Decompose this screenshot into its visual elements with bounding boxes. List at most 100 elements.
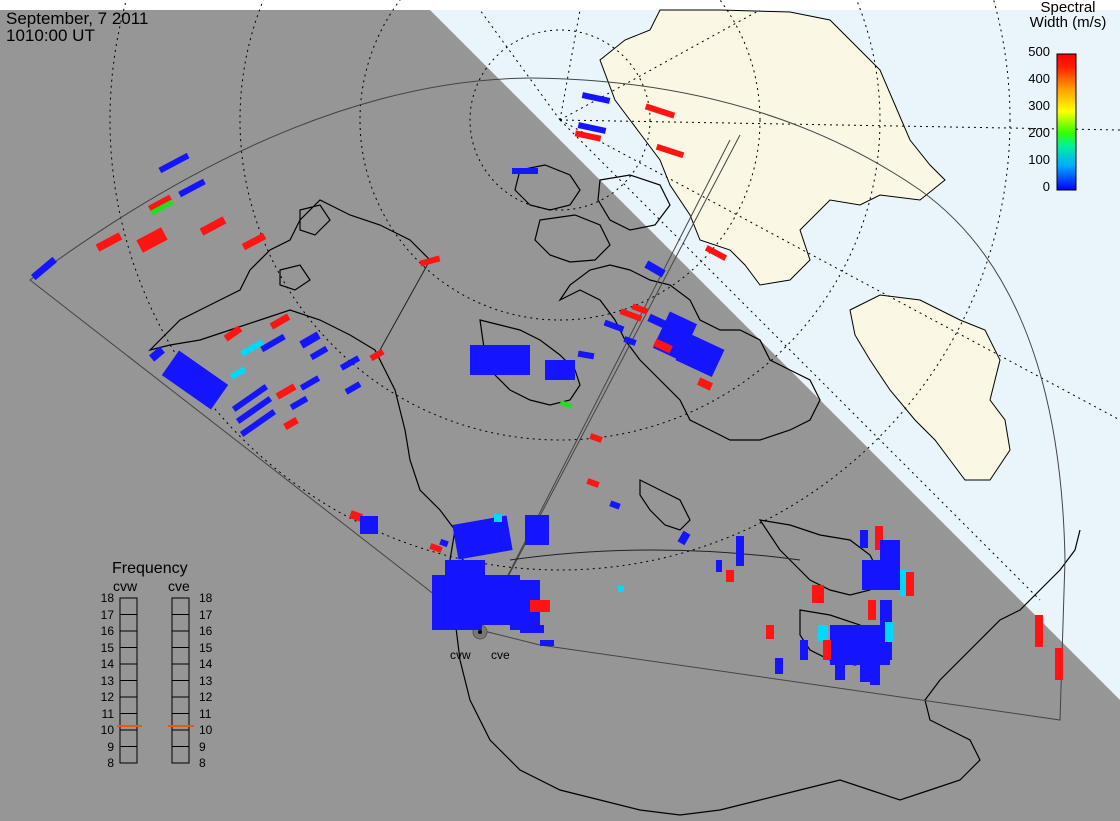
fov-west-beam (379, 259, 431, 351)
frequency-tick-cvw: 13 (100, 673, 114, 688)
frequency-scale-cve (171, 597, 190, 764)
frequency-tick-cve: 18 (199, 591, 213, 605)
frequency-radar-cvw: cvw (113, 578, 138, 594)
echo-cell (161, 350, 229, 410)
colorbar-title-2: Width (m/s) (1029, 14, 1107, 31)
echo-cell (1035, 615, 1043, 647)
echo-cell (199, 216, 227, 236)
frequency-radar-cve: cve (168, 578, 190, 594)
echo-cell (812, 585, 824, 603)
echo-cell (369, 348, 385, 362)
date-label: September, 7 2011 (6, 9, 149, 28)
echo-cell (885, 622, 893, 642)
echo-cell (158, 152, 190, 174)
echo-cell (860, 660, 870, 682)
echo-cell (704, 245, 728, 261)
coordinate-grid (109, 0, 1120, 601)
echo-cell (309, 345, 329, 361)
echo-cell (439, 538, 449, 548)
echo-cell (631, 303, 649, 315)
echo-cell (525, 515, 549, 545)
echo-cell (178, 178, 206, 198)
frequency-tick-cve: 11 (199, 706, 212, 721)
colorbar-tick: 0 (1042, 179, 1050, 194)
frequency-tick-cve: 16 (199, 624, 213, 638)
echo-cell (1055, 648, 1063, 680)
echo-cell (432, 575, 482, 630)
frequency-tick-cve: 12 (199, 690, 213, 704)
radar-fov-boundary (29, 77, 1066, 721)
echo-cell (609, 500, 621, 510)
frequency-bin (171, 746, 190, 764)
colorbar-tick: 500 (1028, 44, 1050, 59)
echo-cell (623, 336, 637, 346)
echo-cell (520, 625, 544, 633)
echo-cell (870, 665, 880, 685)
echo-cell (589, 433, 603, 443)
echo-cell (603, 319, 625, 333)
frequency-tick-cvw: 15 (100, 640, 114, 655)
echo-cell (644, 103, 676, 119)
echo-cell (452, 515, 513, 560)
echo-cell (360, 516, 378, 534)
echo-cell (655, 143, 685, 159)
echo-cell (644, 260, 666, 278)
frequency-tick-cve: 14 (199, 657, 213, 671)
frequency-tick-cvw: 9 (107, 739, 114, 754)
frequency-tick-cve: 10 (199, 723, 213, 737)
echo-cell (260, 333, 286, 353)
frequency-tick-cvw: 16 (100, 624, 114, 638)
echo-cell (223, 325, 243, 342)
frequency-scale-cvw (119, 597, 138, 764)
echo-cell (530, 600, 550, 612)
fov-divider-line-2 (479, 139, 731, 631)
echo-cell (95, 232, 123, 252)
echo-cell (766, 625, 774, 639)
echo-cell (470, 345, 530, 375)
frequency-tick-cve: 15 (199, 640, 213, 655)
echo-cell (235, 396, 273, 424)
frequency-tick-cvw: 12 (100, 690, 114, 704)
echo-cell (900, 570, 910, 596)
frequency-tick-cvw: 18 (100, 591, 114, 605)
echo-cell (868, 600, 876, 620)
echo-cell (150, 199, 174, 216)
frequency-tick-cve: 13 (199, 673, 213, 688)
frequency-title: Frequency (112, 560, 188, 577)
echo-cell (299, 331, 321, 349)
radar-site-center (478, 630, 482, 634)
echo-cell (149, 346, 165, 362)
echo-cell (677, 530, 691, 546)
colorbar-tick: 300 (1028, 98, 1050, 113)
frequency-tick-cvw: 14 (100, 657, 114, 671)
echo-cell (775, 658, 783, 674)
echo-cell (586, 478, 600, 488)
echo-cell (289, 395, 309, 411)
echo-cell (577, 350, 595, 360)
echo-cell (348, 510, 364, 522)
echo-cell (269, 313, 291, 330)
fov-east-arc (509, 549, 801, 561)
echo-cell (559, 400, 573, 409)
echo-cell (830, 625, 890, 665)
echo-cell (574, 130, 602, 142)
frequency-tick-cvw: 10 (100, 723, 114, 737)
fov-divider-line (479, 134, 741, 631)
echo-cell (581, 92, 611, 104)
echo-cell (653, 338, 673, 354)
echo-cell (136, 227, 168, 253)
colorbar-tick: 200 (1028, 125, 1050, 140)
echo-cell (229, 366, 247, 380)
echo-cell (619, 308, 643, 322)
echo-cell (716, 560, 722, 572)
radar-echoes (31, 92, 1063, 685)
colorbar-tick: 400 (1028, 71, 1050, 86)
echo-cell (540, 640, 554, 646)
frequency-tick-cve: 8 (199, 756, 206, 770)
echo-cell (545, 360, 575, 380)
echo-cell (875, 526, 883, 550)
echo-cell (512, 168, 538, 174)
echo-cell (283, 416, 299, 431)
echo-cell (344, 381, 362, 395)
